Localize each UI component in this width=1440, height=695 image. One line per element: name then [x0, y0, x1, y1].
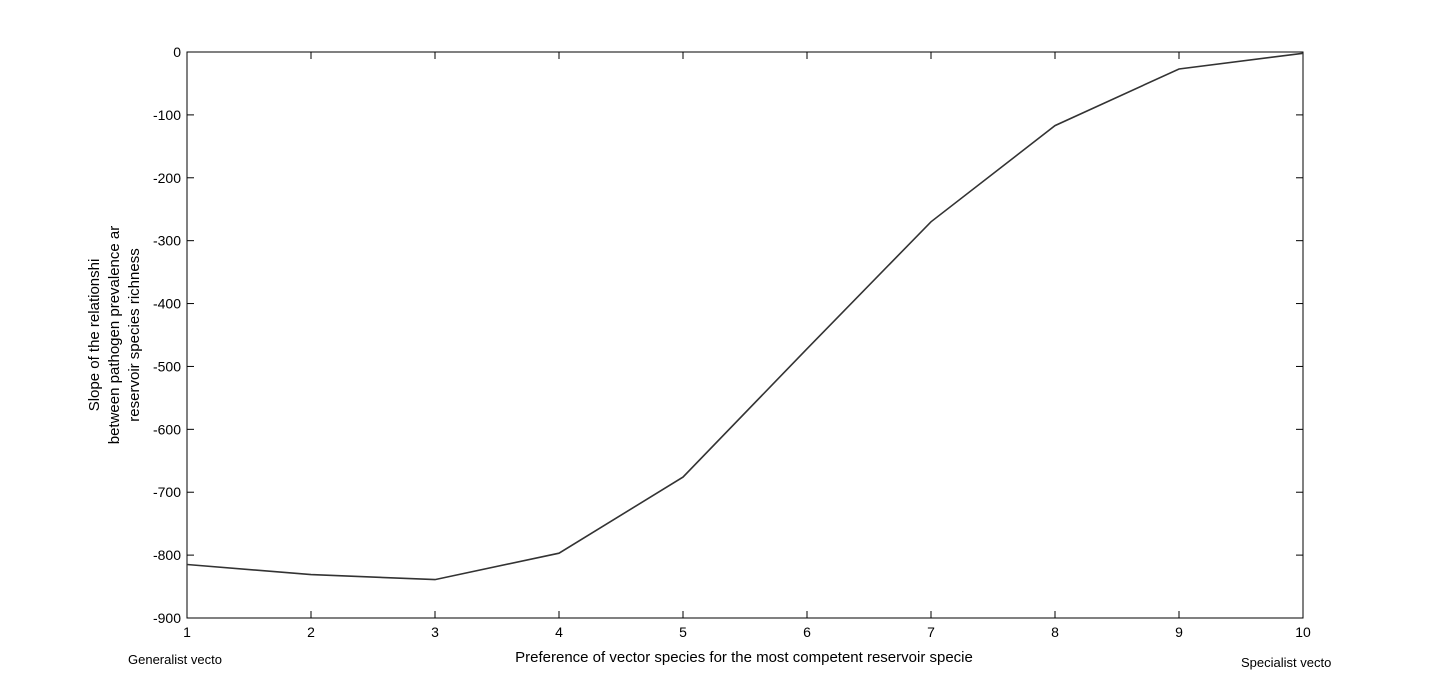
y-tick-label: -900	[153, 610, 181, 626]
x-tick-label: 2	[307, 624, 315, 640]
generalist-annotation: Generalist vecto	[128, 652, 222, 667]
series-line	[186, 52, 1304, 581]
x-tick-label: 10	[1295, 624, 1311, 640]
y-tick-label: 0	[173, 44, 181, 60]
x-tick-label: 7	[927, 624, 935, 640]
x-tick-label: 6	[803, 624, 811, 640]
specialist-annotation: Specialist vecto	[1241, 655, 1331, 670]
y-tick-label: -200	[153, 170, 181, 186]
y-axis-label-line-3-text: reservoir species richness	[126, 248, 143, 421]
y-tick-label: -500	[153, 358, 181, 374]
x-tick-label: 9	[1175, 624, 1183, 640]
y-axis-ticks: 0 -100 -200 -300 -400 -500 -600 -700 -800 -900	[153, 44, 1303, 626]
x-tick-label: 5	[679, 624, 687, 640]
y-tick-label: -600	[153, 421, 181, 437]
x-tick-label: 4	[555, 624, 563, 640]
y-tick-label: -300	[153, 233, 181, 249]
plot-frame	[186, 51, 1304, 619]
y-axis-label-line-1-text: Slope of the relationshi	[86, 259, 103, 412]
y-tick-label: -100	[153, 107, 181, 123]
series-layer	[186, 52, 1304, 581]
x-tick-label: 3	[431, 624, 439, 640]
y-tick-label: -800	[153, 547, 181, 563]
x-tick-label: 1	[183, 624, 191, 640]
y-tick-label: -700	[153, 484, 181, 500]
x-axis-label: Preference of vector species for the mos…	[515, 649, 973, 666]
x-axis-ticks: 1 2 3 4 5 6 7 8 9 10	[183, 52, 1311, 640]
y-tick-label: -400	[153, 296, 181, 312]
x-tick-label: 8	[1051, 624, 1059, 640]
y-axis-label-line-2-text: between pathogen prevalence ar	[106, 226, 123, 445]
